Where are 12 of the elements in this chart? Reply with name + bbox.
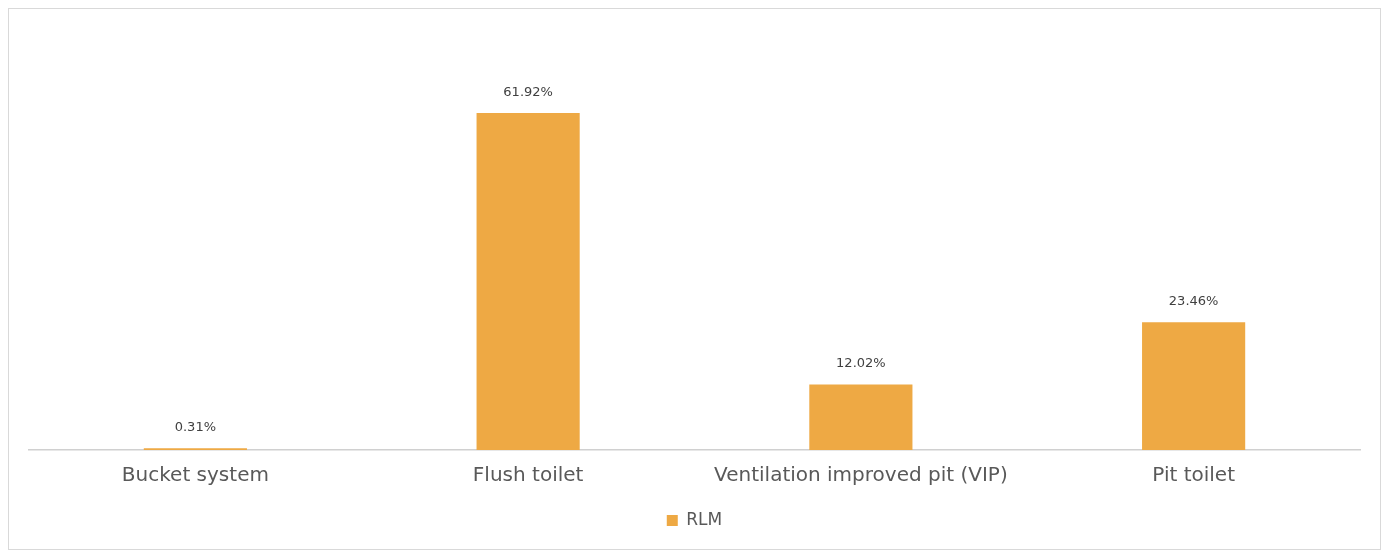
bar (1142, 322, 1246, 450)
x-tick-label: Flush toilet (472, 462, 584, 487)
data-label: 12.02% (836, 355, 886, 371)
data-label: 23.46% (1168, 293, 1219, 309)
x-tick-label: Pit toilet (1152, 462, 1236, 487)
x-tick-label: Bucket system (121, 462, 269, 487)
legend-label: RLM (686, 508, 723, 529)
data-label: 61.92% (503, 83, 553, 99)
x-tick-label: Ventilation improved pit (VIP) (714, 462, 1008, 487)
data-label: 0.31% (174, 419, 217, 435)
bar (476, 112, 580, 450)
bar (809, 384, 913, 450)
